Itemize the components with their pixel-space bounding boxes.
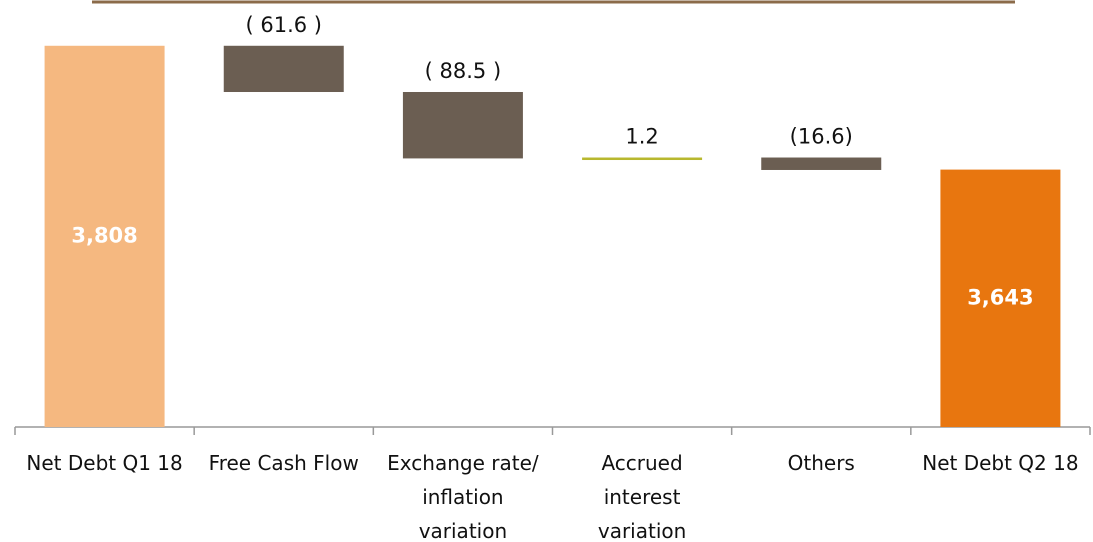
value-label: ( 88.5 ) (425, 59, 502, 83)
bar (402, 92, 523, 159)
bar (761, 157, 882, 170)
bar (940, 169, 1061, 427)
value-label: (16.6) (790, 125, 853, 149)
value-label: 3,643 (967, 285, 1033, 309)
x-tick-label: Exchange rate/ inflation variation (387, 451, 539, 542)
x-tick-label: Accrued interest variation (597, 451, 687, 542)
value-label: ( 61.6 ) (246, 13, 323, 37)
value-label: 1.2 (625, 125, 658, 149)
x-tick-label: Free Cash Flow (208, 451, 359, 475)
bar (44, 45, 165, 428)
x-tick-label: Net Debt Q1 18 (26, 451, 183, 475)
x-tick-label: Others (787, 451, 855, 475)
bar (582, 157, 703, 161)
x-tick-label: Net Debt Q2 18 (922, 451, 1079, 475)
bar (223, 45, 344, 93)
value-label: 3,808 (71, 223, 137, 247)
